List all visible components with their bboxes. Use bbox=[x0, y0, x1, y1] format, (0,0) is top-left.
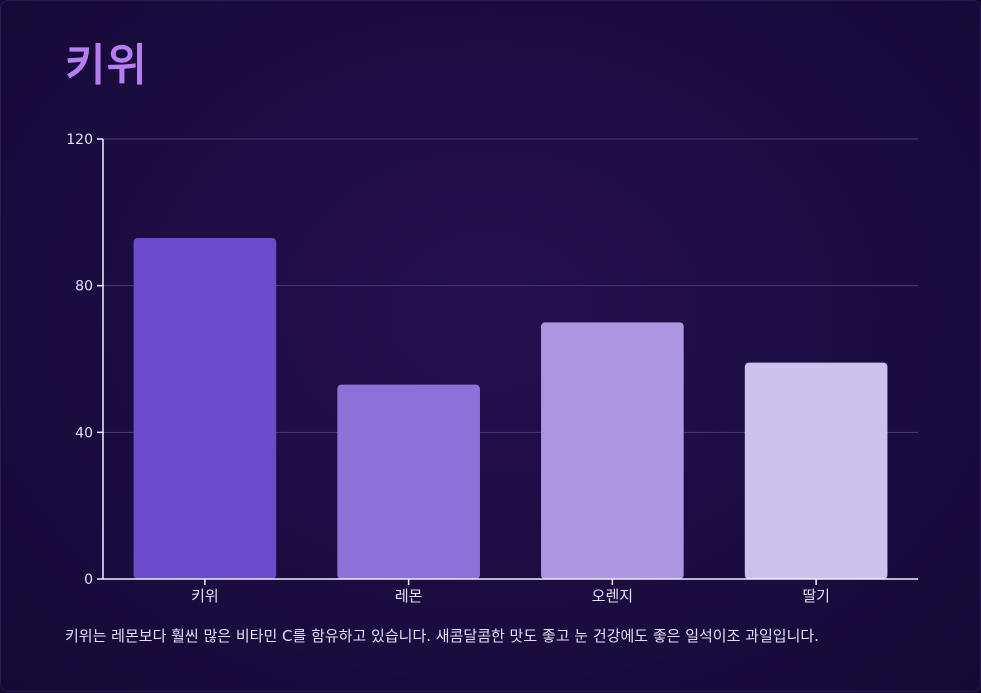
bars bbox=[133, 238, 888, 579]
bar bbox=[133, 238, 277, 579]
bar bbox=[337, 384, 480, 579]
tick-labels: 0 40 80 120 키위 레몬 오렌지 딸기 bbox=[66, 132, 830, 605]
y-tick-label: 120 bbox=[66, 132, 93, 148]
axes bbox=[97, 138, 918, 585]
y-tick-label: 80 bbox=[75, 279, 93, 295]
x-tick-label: 오렌지 bbox=[592, 587, 633, 605]
bar bbox=[744, 362, 888, 579]
bar bbox=[541, 322, 684, 579]
page-title: 키위 bbox=[65, 40, 148, 91]
y-tick-label: 0 bbox=[84, 572, 93, 588]
x-tick-label: 레몬 bbox=[395, 587, 423, 605]
x-tick-label: 키위 bbox=[191, 587, 219, 605]
chart-caption: 키위는 레몬보다 훨씬 많은 비타민 C를 함유하고 있습니다. 새콤달콤한 맛… bbox=[65, 627, 819, 645]
x-tick-label: 딸기 bbox=[802, 587, 830, 605]
y-tick-label: 40 bbox=[75, 425, 93, 441]
